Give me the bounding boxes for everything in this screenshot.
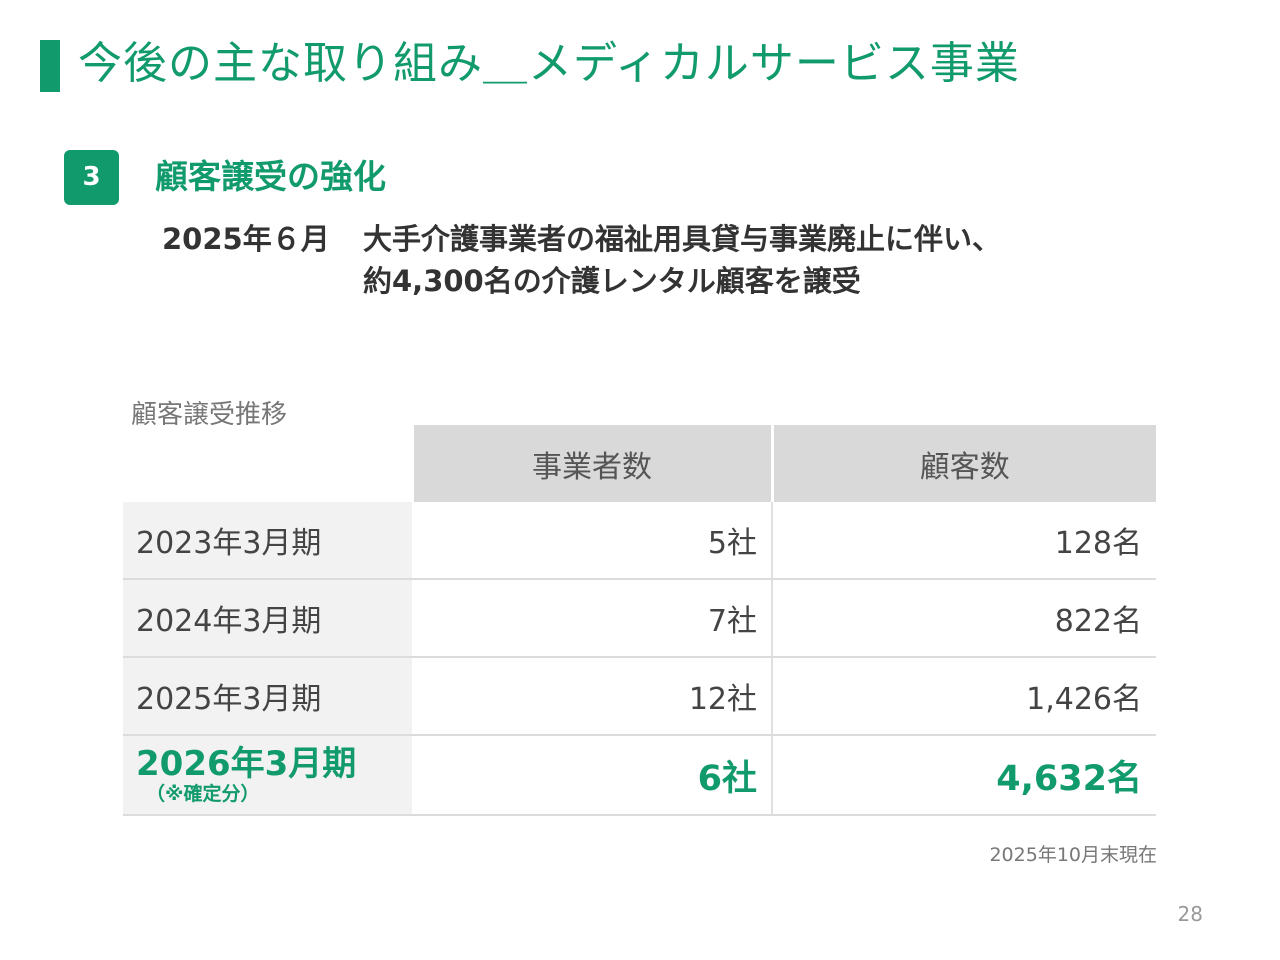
event-description-line-2: 約4,300名の介護レンタル顧客を譲受 [363, 264, 861, 298]
row-period: 2025年3月期 [123, 657, 412, 736]
row-businesses: 7社 [412, 579, 773, 658]
page-number: 28 [1177, 902, 1203, 926]
highlight-period: 2026年3月期 [136, 744, 357, 784]
highlight-businesses: 6社 [412, 735, 773, 816]
table-row: 2023年3月期 5社 128名 [123, 502, 1156, 580]
highlight-customers: 4,632名 [772, 735, 1156, 816]
section-title: 顧客譲受の強化 [155, 157, 386, 196]
event-date: 2025年６月 [162, 222, 330, 256]
table-row-highlight: 2026年3月期 （※確定分） 6社 4,632名 [123, 735, 1156, 816]
row-customers: 128名 [772, 502, 1156, 580]
section-number-badge: 3 [64, 150, 119, 205]
highlight-note: （※確定分） [146, 783, 260, 805]
row-customers: 1,426名 [772, 657, 1156, 736]
event-description-line-1: 大手介護事業者の福祉用具貸与事業廃止に伴い、 [363, 222, 1002, 256]
page-title: 今後の主な取り組み＿メディカルサービス事業 [78, 38, 1020, 89]
event-description: 大手介護事業者の福祉用具貸与事業廃止に伴い、 約4,300名の介護レンタル顧客を… [363, 218, 1001, 302]
row-period: 2024年3月期 [123, 579, 412, 658]
row-businesses: 5社 [412, 502, 773, 580]
table-header-row: 事業者数 顧客数 [123, 425, 1156, 502]
as-of-date: 2025年10月末現在 [989, 844, 1157, 866]
table-header-customers: 顧客数 [772, 425, 1156, 502]
table-header-blank [123, 425, 414, 502]
customer-transfer-table: 事業者数 顧客数 2023年3月期 5社 128名 2024年3月期 7社 82… [123, 425, 1156, 816]
highlight-period-cell: 2026年3月期 （※確定分） [123, 735, 412, 816]
row-businesses: 12社 [412, 657, 773, 736]
table-row: 2025年3月期 12社 1,426名 [123, 657, 1156, 736]
row-period: 2023年3月期 [123, 502, 412, 580]
table-header-businesses: 事業者数 [412, 425, 774, 502]
table-row: 2024年3月期 7社 822名 [123, 579, 1156, 658]
row-customers: 822名 [772, 579, 1156, 658]
title-accent-bar [40, 40, 60, 92]
